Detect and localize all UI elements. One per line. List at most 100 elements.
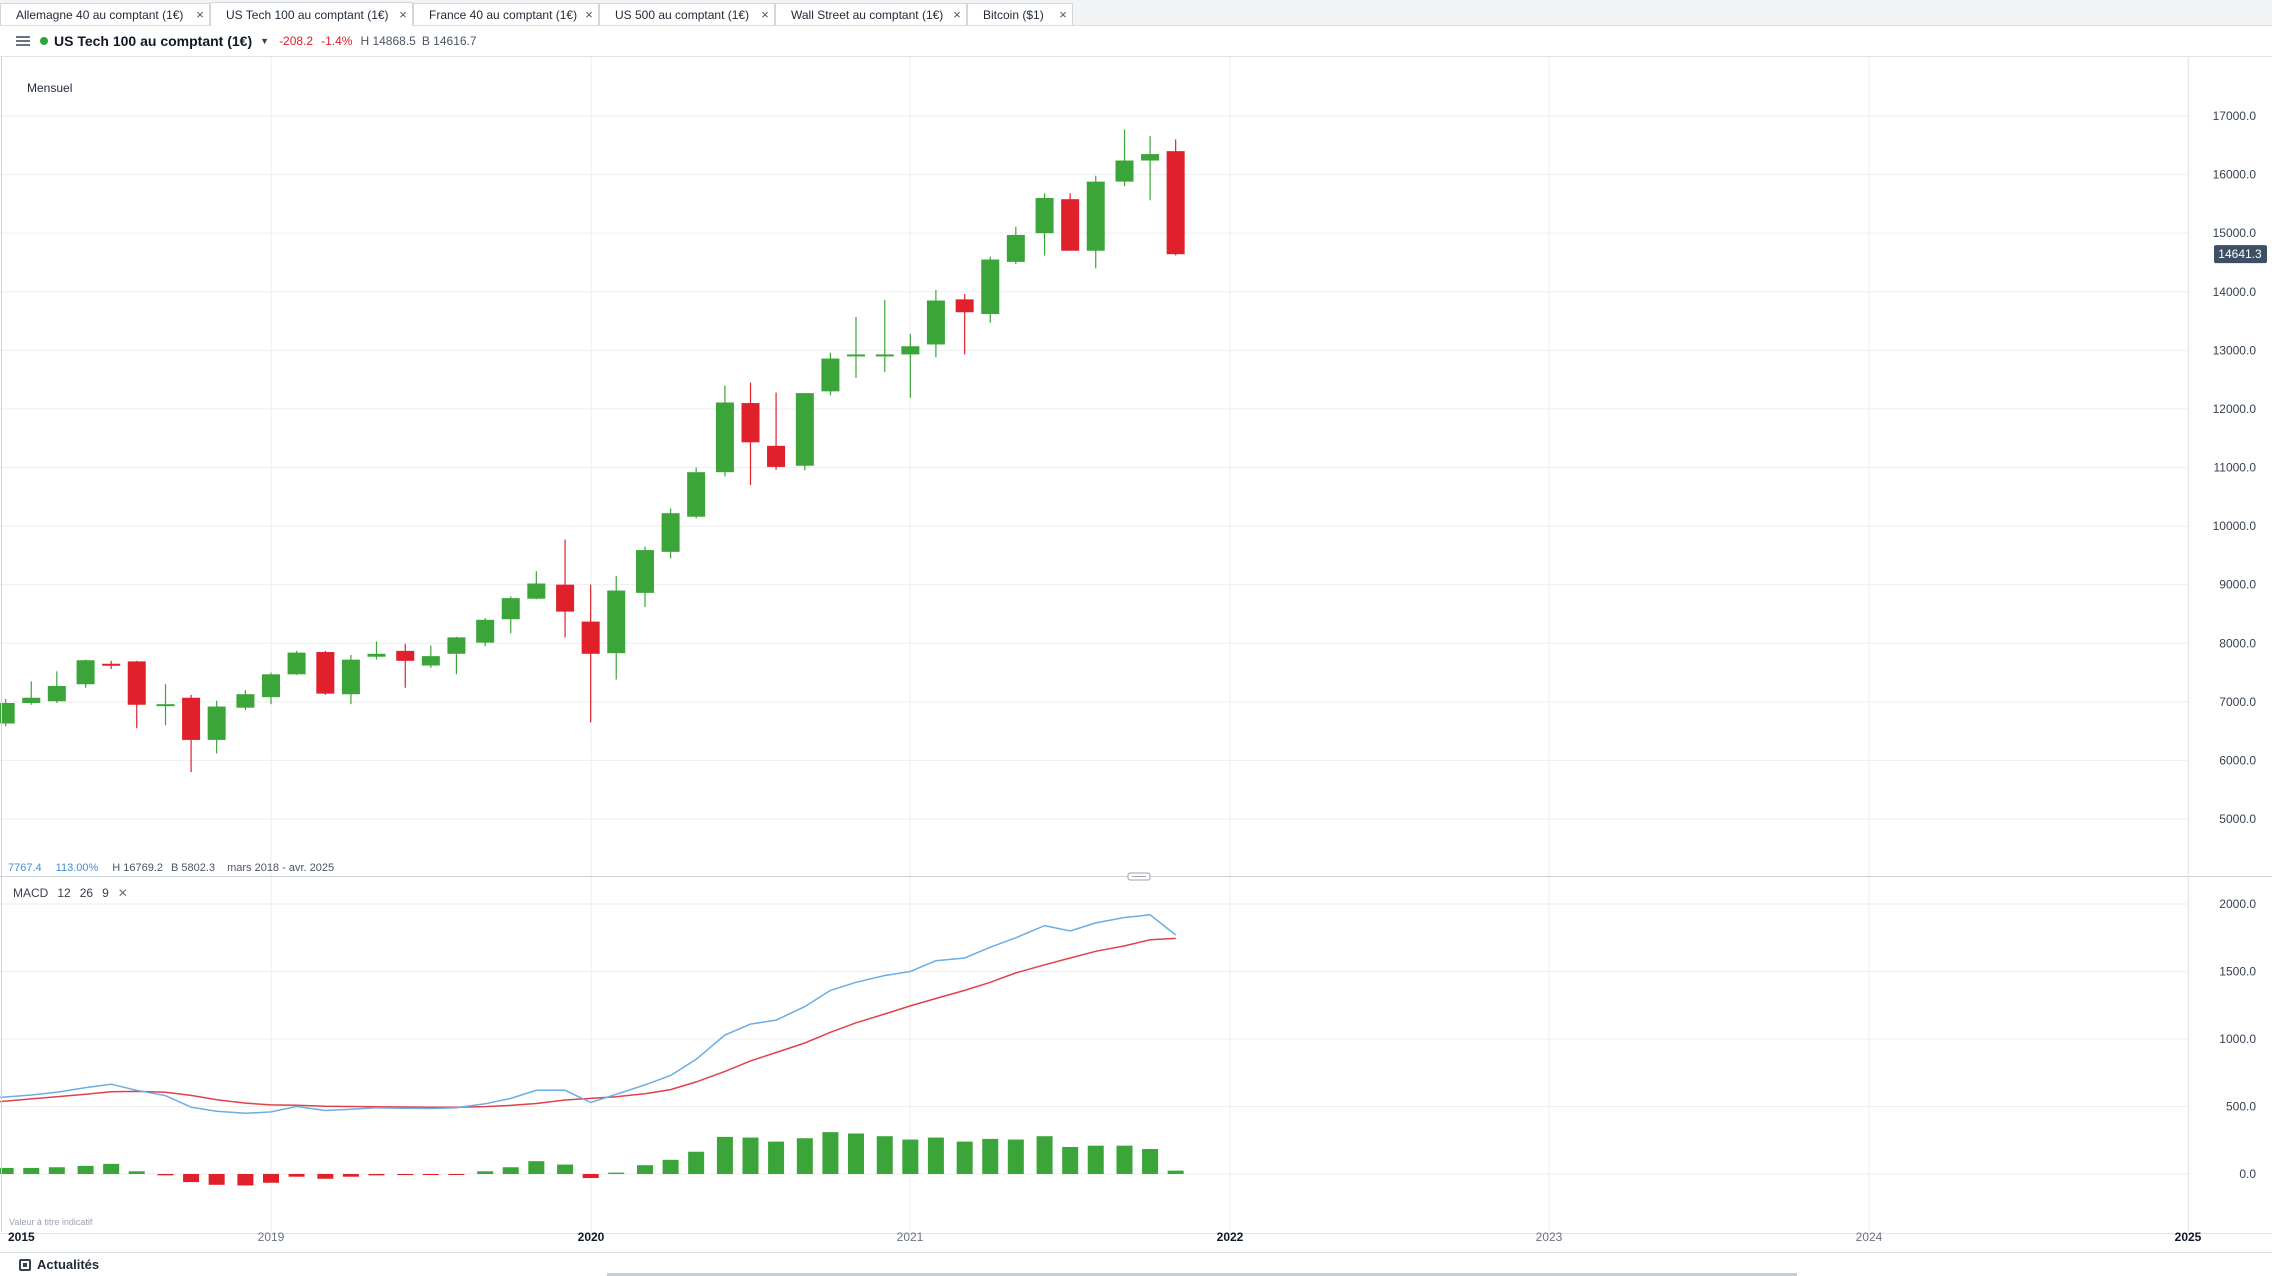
- candle-body: [236, 694, 255, 708]
- last-price-tag: 14641.3: [2214, 245, 2267, 264]
- candle: [236, 690, 255, 711]
- candle: [156, 684, 175, 726]
- macd-histogram-bar: [0, 1167, 14, 1174]
- close-icon[interactable]: ×: [399, 7, 407, 22]
- candle-body: [447, 637, 466, 654]
- tab-us-tech-100[interactable]: US Tech 100 au comptant (1€) ×: [210, 2, 413, 26]
- macd-histogram-bar: [128, 1171, 145, 1174]
- chart-area[interactable]: 5000.0 6000.0 7000.0 8000.0 9000.0 10000.0 110…: [0, 57, 2272, 1252]
- macd-histogram-bar: [23, 1167, 40, 1174]
- macd-histogram-bar: [1036, 1136, 1053, 1174]
- close-icon[interactable]: ×: [1059, 7, 1067, 22]
- candle-body: [846, 354, 865, 357]
- close-icon[interactable]: ×: [196, 7, 204, 22]
- macd-signal: 9: [102, 886, 109, 900]
- candle: [447, 636, 466, 675]
- caret-down-icon[interactable]: ▼: [260, 36, 270, 46]
- candle-body: [741, 403, 760, 443]
- macd-histogram-bar: [1142, 1149, 1159, 1174]
- macd-histogram-bar: [982, 1138, 999, 1174]
- tab-bitcoin[interactable]: Bitcoin ($1) ×: [967, 3, 1073, 25]
- candle: [901, 333, 920, 398]
- candle: [421, 645, 440, 668]
- macd-histogram-bar: [876, 1136, 893, 1174]
- time-tick-label: 2025: [2175, 1230, 2202, 1244]
- candle: [396, 643, 415, 688]
- price-chart[interactable]: 5000.0 6000.0 7000.0 8000.0 9000.0 10000.0 110…: [0, 57, 2272, 1252]
- candle-body: [926, 300, 945, 345]
- candle: [1086, 175, 1105, 269]
- candle-body: [636, 550, 655, 593]
- candle-body: [341, 659, 360, 695]
- tab-wall-street[interactable]: Wall Street au comptant (1€) ×: [775, 3, 967, 25]
- macd-tick-label: 2000.0: [2219, 897, 2256, 911]
- news-label[interactable]: Actualités: [37, 1257, 100, 1272]
- price-tick-label: 11000.0: [2214, 461, 2257, 475]
- candle-body: [527, 583, 546, 599]
- macd-tick-label: 1500.0: [2219, 965, 2256, 979]
- candle-body: [316, 652, 335, 694]
- tab-allemagne-40[interactable]: Allemagne 40 au comptant (1€) ×: [0, 3, 210, 25]
- macd-signal-line: [0, 937, 1176, 1109]
- candle: [556, 539, 575, 638]
- tab-us-500[interactable]: US 500 au comptant (1€) ×: [599, 3, 775, 25]
- macd-histogram-bar: [342, 1174, 359, 1177]
- close-icon[interactable]: ×: [761, 7, 769, 22]
- price-tick-label: 12000.0: [2213, 402, 2257, 416]
- macd-histogram-bar: [847, 1133, 864, 1174]
- macd-histogram-bar: [956, 1141, 973, 1174]
- candle: [476, 618, 495, 647]
- macd-histogram-bar: [1062, 1147, 1079, 1174]
- news-bar[interactable]: Actualités: [0, 1252, 2272, 1276]
- candle-body: [156, 704, 175, 707]
- time-tick-label: 2023: [1536, 1230, 1563, 1244]
- stat-value: 7767.4: [8, 862, 42, 874]
- stat-range: mars 2018 - avr. 2025: [227, 862, 335, 874]
- time-tick-label: 2024: [1856, 1230, 1883, 1244]
- macd-histogram-bar: [1116, 1145, 1133, 1174]
- candle-body: [901, 346, 920, 355]
- price-tick-label: 14000.0: [2213, 285, 2257, 299]
- macd-histogram-bar: [822, 1132, 839, 1174]
- candle-body: [715, 402, 734, 473]
- candle: [687, 467, 706, 519]
- price-tick-label: 6000.0: [2219, 753, 2256, 767]
- close-icon[interactable]: ×: [953, 7, 961, 22]
- candle-body: [367, 653, 386, 657]
- candle: [1035, 193, 1054, 256]
- instrument-name[interactable]: US Tech 100 au comptant (1€): [54, 33, 253, 49]
- macd-histogram-bar: [927, 1137, 944, 1174]
- tab-france-40[interactable]: France 40 au comptant (1€) ×: [413, 3, 599, 25]
- candle-body: [821, 358, 840, 392]
- candle: [102, 660, 121, 670]
- macd-tick-label: 1000.0: [2219, 1032, 2256, 1046]
- macd-histogram-bar: [263, 1174, 279, 1183]
- macd-histogram-bar: [422, 1174, 439, 1175]
- hamburger-icon[interactable]: [16, 36, 30, 46]
- candle: [1115, 129, 1134, 187]
- candle: [661, 508, 680, 559]
- macd-histogram-bar: [608, 1172, 625, 1174]
- candle: [607, 575, 626, 680]
- instrument-header: US Tech 100 au comptant (1€) ▼ -208.2 -1…: [0, 26, 2272, 57]
- macd-histogram-bar: [662, 1159, 679, 1174]
- close-icon[interactable]: ×: [585, 7, 593, 22]
- candle-body: [661, 513, 680, 552]
- candle: [316, 650, 335, 695]
- candle: [501, 596, 520, 634]
- candle: [182, 694, 201, 773]
- candle-body: [207, 706, 226, 740]
- candle-body: [767, 445, 786, 467]
- stat-pct: 113.00%: [55, 862, 99, 874]
- candle: [207, 700, 226, 754]
- tab-label: US 500 au comptant (1€): [615, 7, 750, 22]
- candle-body: [955, 299, 974, 313]
- stat-high: H 16769.2: [112, 862, 164, 874]
- macd-histogram-bar: [716, 1136, 733, 1174]
- macd-histogram-bar: [582, 1174, 599, 1179]
- tab-label: Bitcoin ($1): [983, 7, 1044, 22]
- candle: [767, 392, 786, 470]
- macd-histogram-bar: [477, 1171, 494, 1174]
- candle: [367, 641, 386, 660]
- close-icon[interactable]: ✕: [117, 886, 128, 900]
